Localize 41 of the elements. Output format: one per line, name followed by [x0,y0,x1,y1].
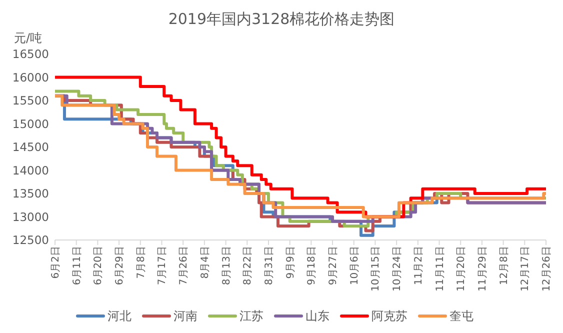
x-tick-label: 6月11日 [72,246,83,286]
x-tick-label: 6月2日 [50,246,62,279]
x-tick-label: 8月31日 [264,246,275,286]
x-tick-label: 10月24日 [392,246,404,292]
x-tick-label: 8月13日 [221,246,232,286]
x-tick-label: 10月6日 [349,246,360,286]
x-tick-label: 6月29日 [114,246,126,286]
legend-label: 河南 [174,309,198,323]
legend-label: 河北 [108,309,132,323]
x-tick-label: 9月18日 [306,246,318,286]
x-tick-label: 12月17日 [520,246,532,292]
y-tick-label: 13000 [12,210,49,224]
legend-label: 江苏 [240,309,264,323]
y-tick-label: 15000 [12,116,49,131]
x-tick-label: 9月27日 [328,246,340,286]
y-tick-label: 14500 [12,140,49,154]
y-tick-label: 16500 [12,47,49,61]
y-tick-label: 15500 [12,94,49,108]
legend-label: 山东 [306,309,330,323]
x-tick-label: 7月17日 [157,246,168,286]
y-tick-label: 16000 [12,70,49,84]
legend-label: 阿克苏 [372,309,408,323]
x-tick-label: 6月20日 [93,246,104,286]
x-tick-label: 11月11日 [434,246,446,292]
x-tick-label: 11月2日 [413,246,424,286]
y-tick-label: 12500 [12,233,49,247]
chart-title: 2019年国内3128棉花价格走势图 [168,10,395,28]
x-tick-label: 12月8日 [498,246,510,286]
x-tick-label: 11月20日 [456,246,468,292]
x-tick-label: 8月22日 [242,246,254,286]
y-axis-title: 元/吨 [14,31,42,45]
y-tick-label: 14000 [12,163,49,178]
x-tick-label: 10月15日 [370,246,382,292]
x-tick-label: 9月9日 [285,246,296,279]
x-tick-label: 12月26日 [542,246,552,292]
legend-label: 奎屯 [450,309,474,323]
x-tick-label: 11月29日 [477,246,488,292]
x-tick-label: 7月26日 [178,246,190,286]
y-tick-label: 13500 [12,186,49,200]
x-tick-label: 7月8日 [136,246,147,279]
x-tick-label: 8月4日 [200,246,211,279]
